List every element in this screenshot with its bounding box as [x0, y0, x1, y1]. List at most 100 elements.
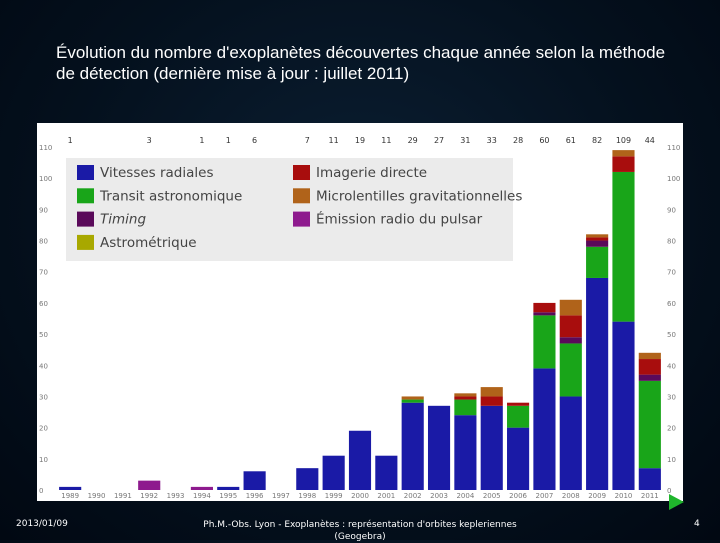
bar-2008-imagerie-directe [559, 315, 582, 338]
x-tick-1989: 1989 [61, 492, 79, 500]
bar-1996-vitesses-radiales [243, 471, 266, 490]
y-tick-left-70: 70 [39, 269, 48, 277]
y-tick-left-100: 100 [39, 175, 52, 183]
count-label-1992: 3 [147, 136, 152, 145]
x-tick-2011: 2011 [641, 492, 659, 500]
bar-2002-microlentilles-gravitationnelles [401, 396, 424, 400]
legend-swatch-vitesses-radiales [77, 165, 94, 180]
legend-label-astrom-trique: Astrométrique [100, 235, 197, 251]
count-label-2008: 61 [566, 136, 576, 145]
bar-2009-imagerie-directe [586, 237, 609, 241]
x-tick-2002: 2002 [404, 492, 422, 500]
count-label-2007: 60 [539, 136, 549, 145]
count-label-1996: 6 [252, 136, 257, 145]
y-tick-left-110: 110 [39, 144, 52, 152]
bar-2008-vitesses-radiales [559, 396, 582, 490]
count-label-1989: 1 [68, 136, 73, 145]
bar-2004-imagerie-directe [454, 396, 477, 400]
bar-2011-vitesses-radiales [638, 468, 661, 490]
count-label-2001: 11 [381, 136, 391, 145]
x-tick-2004: 2004 [456, 492, 474, 500]
x-tick-2006: 2006 [509, 492, 527, 500]
bar-2007-timing [533, 312, 556, 316]
next-arrow-icon[interactable] [669, 494, 684, 510]
y-tick-left-60: 60 [39, 300, 48, 308]
count-label-1994: 1 [199, 136, 204, 145]
y-tick-right-100: 100 [667, 175, 680, 183]
x-tick-2010: 2010 [615, 492, 633, 500]
count-label-2000: 19 [355, 136, 365, 145]
y-tick-left-90: 90 [39, 206, 48, 214]
count-label-2009: 82 [592, 136, 602, 145]
y-tick-right-30: 30 [667, 393, 676, 401]
bar-2000-vitesses-radiales [348, 430, 372, 490]
x-tick-1993: 1993 [167, 492, 185, 500]
bar-2008-timing [559, 337, 582, 344]
bar-2007-vitesses-radiales [533, 368, 556, 490]
legend-swatch-microlentilles-gravitationnelles [293, 188, 310, 204]
bar-2003-vitesses-radiales [427, 405, 451, 490]
legend-label-transit-astronomique: Transit astronomique [99, 188, 242, 204]
bar-2009-microlentilles-gravitationnelles [586, 234, 609, 238]
bar-2008-transit-astronomique [559, 343, 582, 397]
y-tick-right-10: 10 [667, 456, 676, 464]
legend-label-vitesses-radiales: Vitesses radiales [100, 165, 214, 181]
bar-2009-timing [586, 240, 609, 247]
bar-2011-timing [638, 374, 661, 381]
count-label-2003: 27 [434, 136, 444, 145]
y-tick-left-50: 50 [39, 331, 48, 339]
bar-2010-microlentilles-gravitationnelles [612, 150, 635, 157]
y-tick-left-40: 40 [39, 362, 48, 370]
bar-1998-vitesses-radiales [296, 468, 319, 490]
legend-swatch-imagerie-directe [293, 165, 310, 180]
x-tick-2001: 2001 [377, 492, 395, 500]
y-tick-right-20: 20 [667, 425, 676, 433]
x-tick-1996: 1996 [246, 492, 264, 500]
x-tick-1991: 1991 [114, 492, 132, 500]
y-tick-left-10: 10 [39, 456, 48, 464]
bar-2002-vitesses-radiales [401, 402, 424, 490]
y-tick-right-70: 70 [667, 269, 676, 277]
bar-1994--mission-radio-du-pulsar [190, 486, 213, 490]
y-tick-right-110: 110 [667, 144, 680, 152]
x-tick-1997: 1997 [272, 492, 290, 500]
x-tick-2003: 2003 [430, 492, 448, 500]
bar-2009-transit-astronomique [586, 246, 609, 278]
y-tick-left-80: 80 [39, 238, 48, 246]
count-label-2011: 44 [645, 136, 655, 145]
y-tick-right-0: 0 [667, 487, 671, 495]
bar-2005-microlentilles-gravitationnelles [480, 387, 503, 397]
bar-2005-vitesses-radiales [480, 405, 503, 490]
bar-2010-vitesses-radiales [612, 321, 635, 490]
y-tick-right-60: 60 [667, 300, 676, 308]
bar-1989-vitesses-radiales [59, 486, 82, 490]
bar-2011-microlentilles-gravitationnelles [638, 352, 661, 360]
page-number: 4 [694, 519, 700, 529]
bar-2010-imagerie-directe [612, 156, 635, 172]
slide-title: Évolution du nombre d'exoplanètes découv… [56, 43, 666, 83]
y-tick-left-0: 0 [39, 487, 43, 495]
footer-date: 2013/01/09 [16, 519, 68, 529]
legend-swatch-astrom-trique [77, 234, 94, 250]
x-tick-1994: 1994 [193, 492, 211, 500]
bar-2010-transit-astronomique [612, 171, 635, 322]
bar-2004-microlentilles-gravitationnelles [454, 393, 477, 397]
legend-label-microlentilles-gravitationnelles: Microlentilles gravitationnelles [316, 188, 522, 204]
bar-2002-transit-astronomique [401, 399, 424, 403]
bar-2009-vitesses-radiales [586, 277, 609, 490]
legend-swatch-transit-astronomique [77, 188, 94, 204]
x-tick-1992: 1992 [140, 492, 158, 500]
bar-2006-imagerie-directe [507, 402, 530, 406]
count-label-1998: 7 [305, 136, 310, 145]
bar-1992--mission-radio-du-pulsar [138, 480, 161, 490]
count-label-2010: 109 [616, 136, 631, 145]
bar-2006-vitesses-radiales [507, 427, 530, 490]
x-tick-2008: 2008 [562, 492, 580, 500]
chart-panel: 0 0 10 10 20 20 30 30 40 40 50 50 60 60 70 70 80 80 90 90 10… [37, 123, 683, 501]
bar-2001-vitesses-radiales [375, 455, 398, 490]
x-tick-2007: 2007 [536, 492, 554, 500]
count-label-2002: 29 [408, 136, 418, 145]
bar-2004-transit-astronomique [454, 399, 477, 416]
y-tick-right-40: 40 [667, 362, 676, 370]
legend-box [66, 158, 513, 261]
